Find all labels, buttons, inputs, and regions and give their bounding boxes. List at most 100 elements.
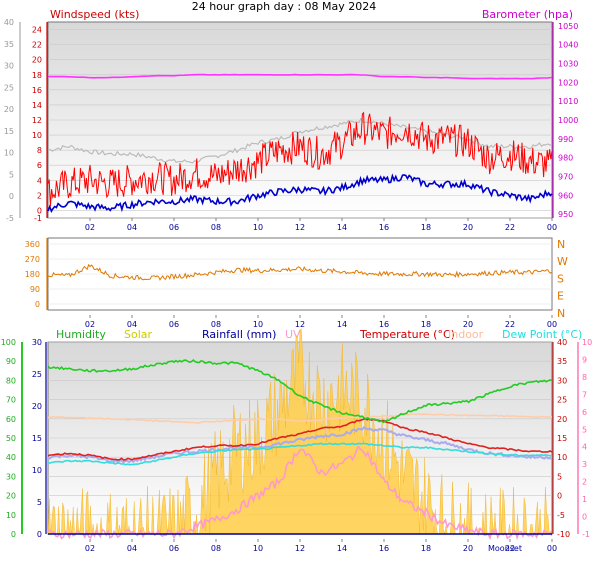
outer-tick-label: 35	[4, 40, 14, 49]
direction-x-tick-label: 18	[421, 320, 431, 329]
wind-tick-label: 18	[32, 71, 42, 80]
outer-tick-label: 5	[9, 170, 14, 179]
uv-tick-label: 6	[582, 408, 587, 417]
wind-average-line	[47, 173, 553, 214]
climate-legend-entry: Dew Point (°C)	[502, 328, 582, 341]
wind-x-tick-label: 22	[505, 223, 515, 232]
climate-legend-entry: Temperature (°C)	[359, 328, 455, 341]
wind-x-tick-label: 04	[127, 223, 137, 232]
direction-series	[47, 263, 553, 281]
humidity-tick-label: 10	[6, 511, 16, 520]
compass-label: N	[557, 238, 565, 251]
humidity-tick-label: 100	[1, 338, 16, 347]
wind-tick-label: 0	[37, 206, 42, 215]
wind-tick-label: 6	[37, 161, 42, 170]
baro-tick-label: 950	[558, 210, 573, 219]
climate-series	[47, 328, 553, 541]
climate-x-tick-label: 12	[295, 544, 305, 553]
baro-tick-label: 970	[558, 173, 573, 182]
baro-tick-label: 1020	[558, 78, 578, 87]
wind-tick-label: 8	[37, 146, 42, 155]
climate-x-tick-label: 14	[337, 544, 347, 553]
temp-tick-label: 15	[557, 434, 567, 443]
wind-x-tick-label: 06	[169, 223, 179, 232]
climate-legend-entry: Solar	[124, 328, 153, 341]
wind-tick-label: 24	[32, 26, 42, 35]
climate-x-tick-label: 00	[547, 544, 557, 553]
climate-legend-entry: UV	[285, 328, 301, 341]
direction-tick-label: 270	[25, 255, 40, 264]
humidity-tick-label: 0	[11, 530, 16, 539]
wind-x-tick-label: 08	[211, 223, 221, 232]
outer-tick-label: 40	[4, 18, 14, 27]
outer-tick-label: 20	[4, 105, 14, 114]
direction-x-tick-label: 12	[295, 320, 305, 329]
humidity-tick-label: 90	[6, 357, 16, 366]
climate-x-tick-label: 18	[421, 544, 431, 553]
wind-tick-label: 16	[32, 86, 42, 95]
uv-tick-label: 5	[582, 425, 587, 434]
temp-tick-label: -5	[557, 511, 565, 520]
direction-x-tick-label: 10	[253, 320, 263, 329]
direction-tick-label: 0	[35, 300, 40, 309]
wind-tick-label: 12	[32, 116, 42, 125]
temp-tick-label: 35	[557, 357, 567, 366]
outer-tick-label: 25	[4, 83, 14, 92]
wind-tick-label: 20	[32, 56, 42, 65]
wind-x-tick-label: 16	[379, 223, 389, 232]
wind-x-ticks: 02 04 06 08 10 12 14 16 18 20 22 00	[85, 218, 557, 232]
windspeed-legend: Windspeed (kts)	[50, 8, 139, 21]
uv-tick-label: 7	[582, 390, 587, 399]
climate-tick-labels: -10-505101520253035400102030405060708090…	[1, 338, 592, 539]
direction-tick-label: 360	[25, 240, 40, 249]
direction-x-tick-label: 20	[463, 320, 473, 329]
climate-legend-entry: Indoor	[448, 328, 484, 341]
direction-x-tick-label: 06	[169, 320, 179, 329]
uv-tick-label: 0	[582, 513, 587, 522]
climate-legend-entry: Humidity	[56, 328, 106, 341]
uv-tick-label: 1	[582, 495, 587, 504]
wind-grid	[48, 29, 552, 219]
indoor-line	[48, 412, 553, 424]
baro-tick-label: 1050	[558, 22, 578, 31]
climate-legend-entry: Rainfall (mm)	[202, 328, 276, 341]
temp-tick-label: 30	[557, 376, 567, 385]
wind-tick-label: 4	[37, 176, 42, 185]
direction-x-tick-label: 04	[127, 320, 137, 329]
wind-tick-label: 2	[37, 191, 42, 200]
wind-tick-labels: -102468101214161820222495096097098099010…	[4, 18, 579, 223]
climate-legend: Humidity Solar Rainfall (mm) UV Temperature …	[56, 328, 582, 341]
outer-tick-label: -5	[6, 214, 14, 223]
climate-x-tick-label: 10	[253, 544, 263, 553]
baro-tick-label: 1030	[558, 59, 578, 68]
temp-tick-label: 10	[557, 453, 567, 462]
direction-x-tick-label: 08	[211, 320, 221, 329]
humidity-tick-label: 70	[6, 396, 16, 405]
humidity-tick-label: 80	[6, 376, 16, 385]
temp-tick-label: 25	[557, 396, 567, 405]
wind-x-tick-label: 10	[253, 223, 263, 232]
moonset-label: Moonset	[488, 544, 522, 553]
barometer-line	[47, 73, 553, 80]
direction-tick-label: 90	[30, 285, 40, 294]
baro-tick-label: 960	[558, 191, 573, 200]
compass-label: N	[557, 307, 565, 320]
uv-tick-label: 4	[582, 443, 587, 452]
humidity-tick-label: 20	[6, 492, 16, 501]
direction-x-ticks: 02 04 06 08 10 12 14 16 18 20 22 00	[85, 315, 557, 329]
uv-tick-label: 2	[582, 478, 587, 487]
rain-tick-label: 5	[37, 498, 42, 507]
outer-tick-label: 30	[4, 62, 14, 71]
compass-label: E	[557, 290, 564, 303]
wind-x-tick-label: 18	[421, 223, 431, 232]
uv-tick-label: 3	[582, 460, 587, 469]
climate-x-tick-label: 06	[169, 544, 179, 553]
baro-tick-label: 980	[558, 154, 573, 163]
rain-tick-label: 30	[32, 338, 42, 347]
rain-tick-label: 25	[32, 370, 42, 379]
temperature-line	[47, 417, 553, 461]
humidity-tick-label: 30	[6, 472, 16, 481]
chart-title: 24 hour graph day : 08 May 2024	[192, 0, 377, 13]
